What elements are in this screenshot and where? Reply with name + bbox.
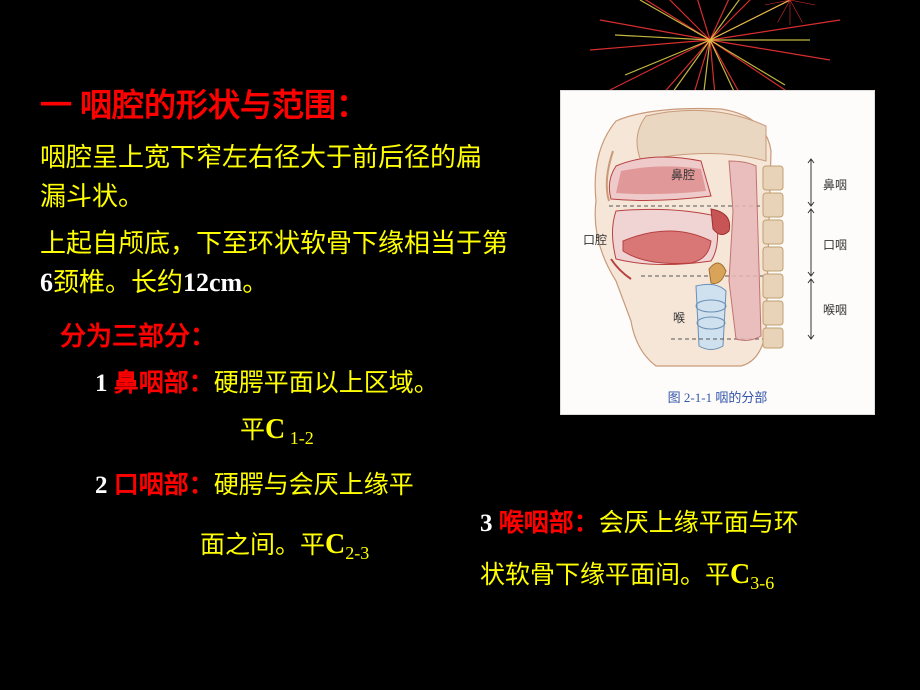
desc2-b: 6 <box>40 268 53 297</box>
part-3: 3 喉咽部：会厌上缘平面与环 状软骨下缘平面间。平C3-6 <box>480 500 880 601</box>
part1-name: 鼻咽部： <box>114 370 214 397</box>
part2-text: 硬腭与会厌上缘平 <box>214 472 414 499</box>
part3-prefix: 状软骨下缘平面间。平 <box>480 562 730 589</box>
part1-prefix: 平 <box>240 417 265 444</box>
desc2-a: 上起自颅底，下至环状软骨下缘相当于第 <box>40 229 508 258</box>
part2-name: 口咽部： <box>114 472 214 499</box>
section-title: 一 咽腔的形状与范围： <box>40 80 880 126</box>
part2-num: 2 <box>95 472 108 499</box>
slide-content: 一 咽腔的形状与范围： 咽腔呈上宽下窄左右径大于前后径的扁漏斗状。 上起自颅底，… <box>40 80 880 564</box>
desc2-d: 12cm <box>183 268 242 297</box>
part1-num: 1 <box>95 370 108 397</box>
part3-num: 3 <box>480 510 493 537</box>
part3-c: C <box>730 559 750 590</box>
part3-sub: 3-6 <box>750 573 774 593</box>
desc2-c: 颈椎。长约 <box>53 268 183 297</box>
description-1: 咽腔呈上宽下窄左右径大于前后径的扁漏斗状。 <box>40 138 500 216</box>
part2-sub: 2-3 <box>345 543 369 563</box>
part3-name: 喉咽部： <box>499 510 599 537</box>
part2-c: C <box>325 529 345 560</box>
desc2-e: 。 <box>242 268 268 297</box>
part1-line2: 平C 1-2 <box>240 410 880 449</box>
part1-text: 硬腭平面以上区域。 <box>214 370 439 397</box>
part-1: 1 鼻咽部：硬腭平面以上区域。 <box>95 363 575 406</box>
part3-text: 会厌上缘平面与环 <box>599 510 799 537</box>
part1-c: C <box>265 414 285 445</box>
part2-prefix: 面之间。平 <box>200 532 325 559</box>
part1-sub: 1-2 <box>285 428 314 448</box>
description-2: 上起自颅底，下至环状软骨下缘相当于第 6颈椎。长约12cm。 <box>40 224 520 302</box>
parts-title: 分为三部分： <box>60 316 880 353</box>
